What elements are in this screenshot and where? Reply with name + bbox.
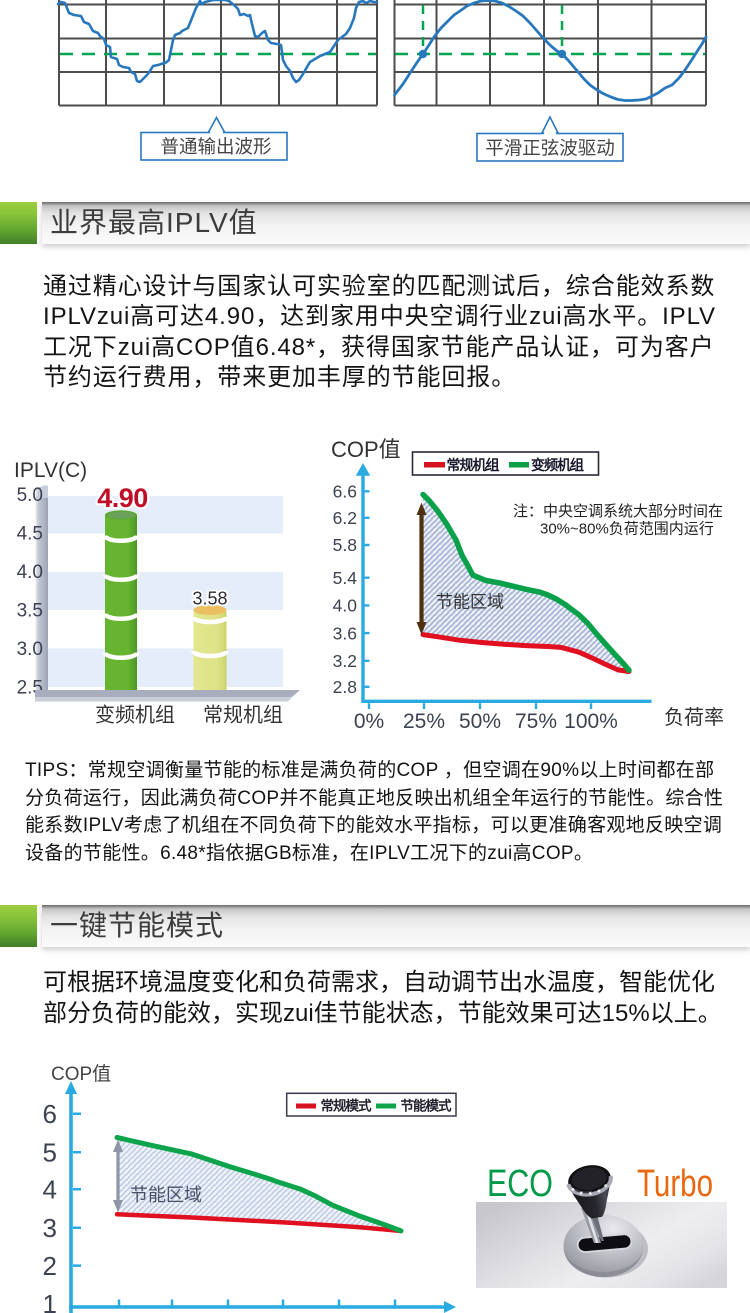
svg-text:50%: 50% (459, 710, 501, 733)
svg-text:COP值: COP值 (331, 437, 401, 462)
svg-text:5.4: 5.4 (333, 568, 358, 588)
svg-text:6.2: 6.2 (333, 508, 357, 528)
svg-text:5: 5 (43, 1138, 57, 1168)
svg-text:常规机组: 常规机组 (203, 704, 283, 727)
svg-text:节能区域: 节能区域 (436, 593, 504, 612)
svg-text:常规模式: 常规模式 (321, 1098, 372, 1114)
svg-text:30%~80%负荷范围内运行: 30%~80%负荷范围内运行 (540, 521, 714, 538)
svg-text:3.58: 3.58 (192, 589, 227, 609)
svg-text:100%: 100% (564, 710, 618, 733)
svg-text:IPLV(C): IPLV(C) (14, 459, 87, 482)
svg-text:3.2: 3.2 (333, 651, 357, 671)
svg-text:6.6: 6.6 (333, 482, 357, 502)
svg-text:Turbo: Turbo (637, 1163, 713, 1205)
svg-text:节能区域: 节能区域 (130, 1185, 202, 1205)
svg-text:75%: 75% (515, 710, 557, 733)
svg-text:3.6: 3.6 (333, 623, 357, 643)
svg-text:25%: 25% (403, 710, 445, 733)
svg-text:4.0: 4.0 (17, 562, 43, 583)
svg-text:1: 1 (43, 1289, 57, 1313)
svg-text:4.0: 4.0 (333, 596, 358, 616)
svg-text:平滑正弦波驱动: 平滑正弦波驱动 (485, 138, 615, 159)
svg-text:3: 3 (43, 1213, 57, 1243)
svg-text:4.5: 4.5 (17, 524, 43, 545)
svg-text:变频机组: 变频机组 (95, 704, 175, 727)
svg-text:ECO: ECO (487, 1163, 553, 1205)
svg-text:常规机组: 常规机组 (447, 457, 500, 473)
svg-text:2: 2 (43, 1251, 57, 1281)
svg-text:4.90: 4.90 (97, 483, 148, 513)
svg-text:6: 6 (43, 1099, 57, 1129)
svg-text:注：中央空调系统大部分时间在: 注：中央空调系统大部分时间在 (513, 503, 723, 520)
svg-text:0%: 0% (354, 710, 384, 733)
svg-text:COP值: COP值 (51, 1063, 111, 1085)
svg-text:5.8: 5.8 (333, 535, 357, 555)
svg-text:节能模式: 节能模式 (401, 1098, 452, 1114)
svg-text:5.0: 5.0 (17, 485, 43, 506)
svg-text:4: 4 (43, 1175, 57, 1205)
svg-text:普通输出波形: 普通输出波形 (160, 136, 271, 157)
svg-text:变频机组: 变频机组 (531, 457, 584, 473)
svg-text:负荷率: 负荷率 (664, 706, 724, 729)
svg-text:3.5: 3.5 (17, 601, 43, 622)
svg-text:3.0: 3.0 (17, 639, 43, 660)
svg-text:2.8: 2.8 (333, 677, 357, 697)
